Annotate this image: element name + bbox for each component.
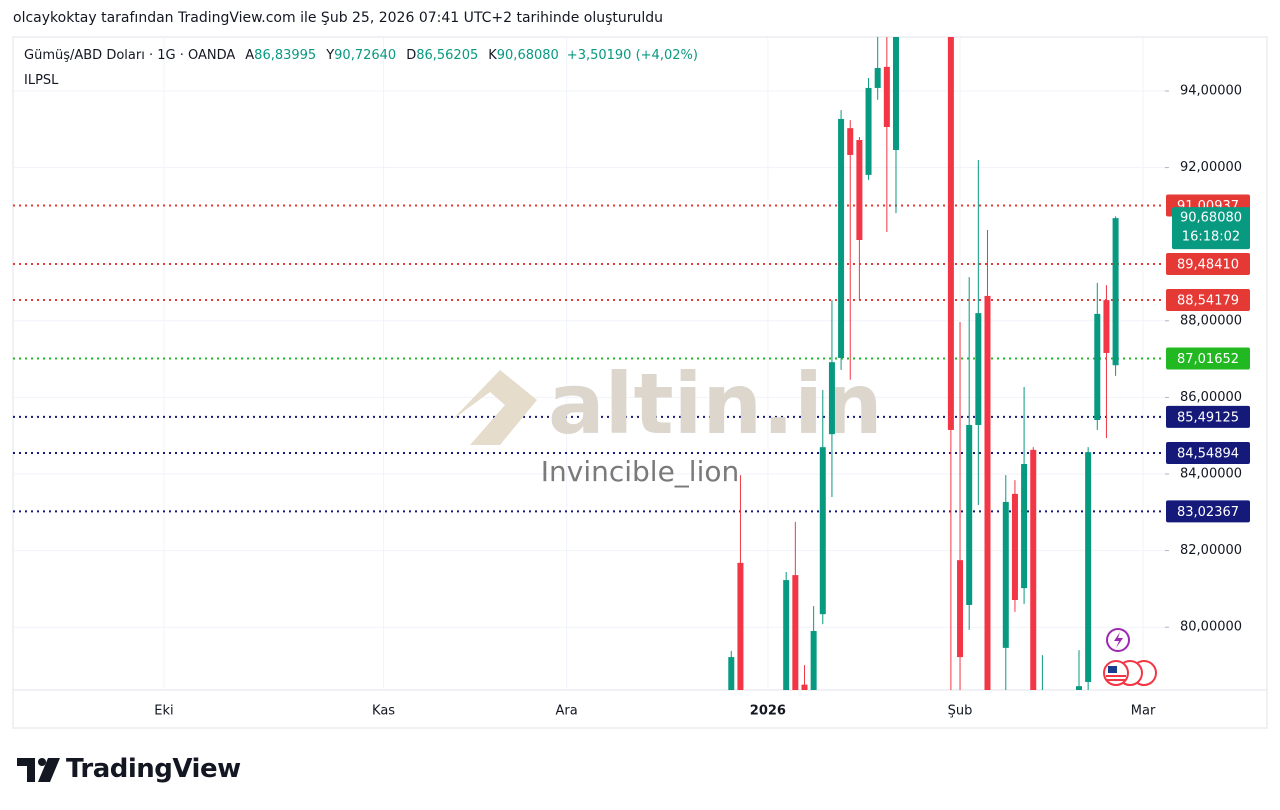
last-price-label: 90,68080 [1180,211,1242,226]
brand-logo-mark [38,758,60,782]
level-label-box [1166,441,1250,464]
candle-body [1030,449,1037,690]
y-tick-label: 94,00000 [1180,84,1242,99]
candle-body [1085,452,1092,682]
candle-body [883,66,890,128]
y-tick-label: 82,00000 [1180,543,1242,558]
candle-body [984,295,991,690]
x-tick-label: Şub [948,704,973,719]
chart-frame [12,36,1268,729]
grid [13,37,1165,690]
candle-body [874,68,881,88]
price-change: +3,50190 (+4,02%) [566,48,698,63]
candle-body [819,447,826,615]
ohlc-value: 90,72640 [334,48,397,63]
level-label: 83,02367 [1177,505,1239,520]
ohlc-key: K [488,48,497,63]
symbol-title: Gümüş/ABD Doları · 1G · OANDA [24,48,236,63]
y-tick-label: 84,00000 [1180,466,1242,481]
ohlc-value: 90,68080 [496,48,559,63]
level-label-box [1166,405,1250,428]
level-label: 88,54179 [1177,294,1239,309]
candle-body [783,580,790,690]
brand-logo-dot [38,758,46,766]
ohlc-key: A [245,48,255,63]
candle-body [838,118,845,358]
candle-body [892,37,899,150]
brand: TradingView [66,754,241,784]
last-price-countdown: 16:18:02 [1182,230,1240,245]
watermark-logo-icon [452,370,537,445]
brand-logo-mark [17,758,35,782]
watermark: altin.in Invincible_lion [452,355,883,488]
ohlc-key: D [406,48,417,63]
ohlc-value: 86,56205 [416,48,479,63]
x-tick-label: Mar [1131,704,1156,719]
candle-body [1011,493,1018,600]
candle-body [810,631,817,690]
axes: 80,00000 82,00000 84,00000 86,00000 88,00000… [154,84,1250,719]
indicator-name: ILPSL [24,73,59,88]
level-label: 85,49125 [1177,410,1239,425]
x-tick-label: Eki [154,704,173,719]
level-label: 84,54894 [1177,446,1239,461]
candle-body [801,684,808,690]
candle-body [947,37,954,430]
x-tick-label: Ara [555,704,577,719]
watermark-logo: altin.in [548,355,883,453]
candles [728,37,1119,690]
candle-body [792,575,799,690]
ohlc-legend: Gümüş/ABD Doları · 1G · OANDA A 86,83995 Y… [24,48,698,63]
candle-body [728,657,735,690]
watermark-author: Invincible_lion [541,455,740,488]
level-label-box [1166,252,1250,275]
y-tick-label: 92,00000 [1180,160,1242,175]
candle-body [966,424,973,605]
x-tick-label: 2026 [750,704,786,719]
candle-body [865,87,872,175]
event-icon-glyph [1114,632,1123,648]
x-tick-label: Kas [372,704,395,719]
brand-logo [17,758,60,782]
candle-body [1021,464,1028,589]
flag-canton [1108,666,1117,673]
candle-body [1002,501,1009,648]
level-label: 87,01652 [1177,352,1239,367]
candle-body [975,313,982,425]
y-tick-label: 80,00000 [1180,620,1242,635]
candle-body [856,140,863,240]
candle-body [828,362,835,435]
candle-body [957,560,964,658]
ohlc-key: Y [326,48,335,63]
attribution: olcaykoktay tarafından TradingView.com i… [13,10,664,26]
ohlc-value: 86,83995 [254,48,317,63]
candle-body [1075,686,1082,690]
level-label: 89,48410 [1177,257,1239,272]
level-label-box [1166,347,1250,370]
candle-body [1094,313,1101,420]
candle-body [1112,218,1119,366]
last-price-box [1172,207,1250,250]
y-tick-label: 86,00000 [1180,390,1242,405]
y-tick-label: 88,00000 [1180,313,1242,328]
candle-body [847,128,854,155]
event-icons [1103,628,1157,686]
level-label-box [1166,500,1250,523]
levels [13,204,1165,513]
candle-body [1103,300,1110,353]
level-label-box [1166,289,1250,312]
candle-body [737,562,744,690]
